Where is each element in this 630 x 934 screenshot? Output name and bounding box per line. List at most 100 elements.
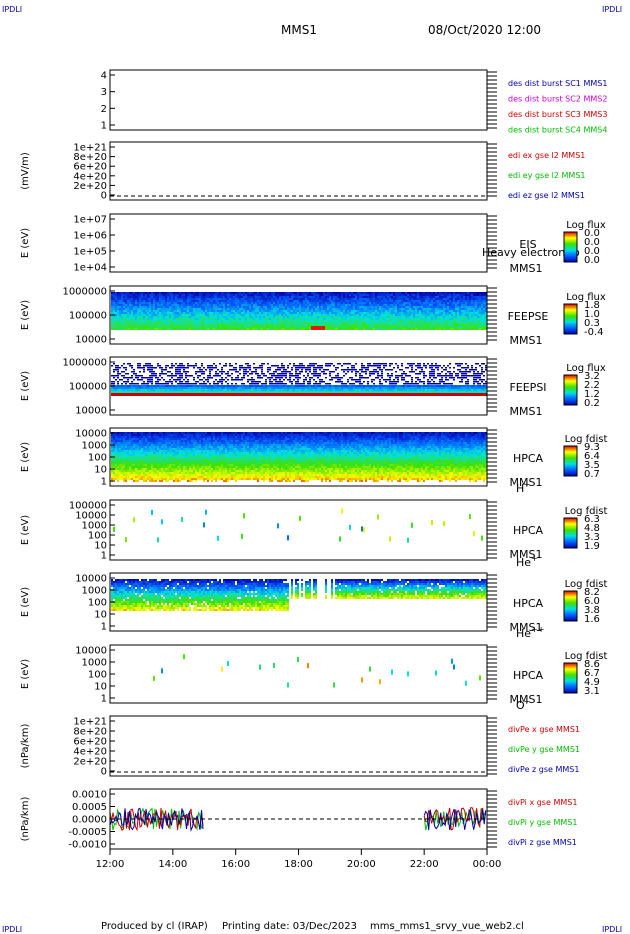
spectrogram-cell (321, 314, 323, 316)
spectrogram-cell (221, 308, 223, 310)
spectrogram-cell (301, 365, 303, 367)
spectrogram-cell (281, 373, 283, 375)
spectrogram-cell (343, 363, 345, 365)
spectrogram-cell (247, 318, 249, 320)
spectrogram-cell (313, 375, 315, 377)
spectrogram-cell (247, 393, 249, 396)
spectrogram-cell (471, 312, 473, 314)
spectrogram-cell (331, 296, 333, 298)
spectrogram-cell (129, 383, 131, 385)
spectrogram-cell (113, 296, 115, 298)
spectrogram-cell (113, 302, 115, 304)
spectrogram-cell (473, 308, 475, 310)
spectrogram-cell (309, 324, 311, 326)
spectrogram-cell (229, 314, 231, 316)
spectrogram-cell (445, 306, 447, 308)
spectrogram-cell (243, 326, 245, 328)
spectrogram-cell (465, 302, 467, 304)
spectrogram-cell (265, 324, 267, 326)
spectrogram-cell (113, 318, 115, 320)
spectrogram-cell (439, 300, 441, 302)
spectrogram-cell (231, 320, 233, 322)
spectrogram-cell (237, 393, 239, 396)
spectrogram-cell (275, 369, 277, 371)
spectrogram-cell (429, 292, 431, 294)
spectrogram-cell (311, 363, 313, 365)
spectrogram-cell (351, 312, 353, 314)
spectrogram-cell (149, 306, 151, 308)
spectrogram-cell (271, 365, 273, 367)
spectrogram-cell (261, 304, 263, 306)
spectrogram-cell (177, 302, 179, 304)
spectrogram-cell (455, 316, 457, 318)
spectrogram-cell (265, 326, 267, 328)
spectrogram-cell (221, 385, 223, 387)
spectrogram-cell (343, 292, 345, 294)
spectrogram-cell (201, 328, 203, 330)
spectrogram-cell (117, 391, 119, 393)
spectrogram-cell (149, 324, 151, 326)
spectrogram-cell (313, 324, 315, 326)
spectrogram-cell (137, 294, 139, 296)
spectrogram-cell (423, 312, 425, 314)
spectrogram-cell (277, 310, 279, 312)
spectrogram-cell (235, 304, 237, 306)
spectrogram-cell (401, 324, 403, 326)
spectrogram-cell (271, 304, 273, 306)
spectrogram-cell (177, 314, 179, 316)
spectrogram-cell (291, 389, 293, 391)
spectrogram-cell (203, 328, 205, 330)
spectrogram-cell (225, 300, 227, 302)
spectrogram-cell (389, 292, 391, 294)
spectrogram-cell (213, 304, 215, 306)
spectrogram-cell (151, 294, 153, 296)
spectrogram-cell (141, 379, 143, 381)
spectrogram-cell (161, 326, 163, 328)
spectrogram-cell (143, 367, 145, 369)
spectrogram-cell (245, 391, 247, 393)
spectrogram-cell (233, 318, 235, 320)
spectrogram-cell (295, 294, 297, 296)
spectrogram-cell (325, 322, 327, 324)
spectrogram-cell (163, 312, 165, 314)
spectrogram-cell (147, 383, 149, 385)
spectrogram-cell (221, 393, 223, 396)
spectrogram-cell (127, 312, 129, 314)
spectrogram-cell (121, 393, 123, 396)
spectrogram-cell (371, 312, 373, 314)
spectrogram-cell (143, 391, 145, 393)
spectrogram-cell (189, 383, 191, 385)
spectrogram-cell (145, 292, 147, 294)
spectrogram-cell (247, 375, 249, 377)
spectrogram-cell (141, 300, 143, 302)
spectrogram-cell (153, 385, 155, 387)
spectrogram-cell (329, 328, 331, 330)
spectrogram-cell (399, 326, 401, 328)
spectrogram-cell (239, 316, 241, 318)
spectrogram-cell (387, 326, 389, 328)
spectrogram-cell (231, 393, 233, 396)
spectrogram-cell (339, 304, 341, 306)
spectrogram-cell (297, 294, 299, 296)
spectrogram-cell (319, 298, 321, 300)
spectrogram-cell (167, 320, 169, 322)
spectrogram-cell (477, 298, 479, 300)
spectrogram-cell (403, 300, 405, 302)
spectrogram-cell (265, 383, 267, 385)
spectrogram-cell (309, 387, 311, 389)
spectrogram-cell (301, 308, 303, 310)
spectrogram-cell (363, 308, 365, 310)
spectrogram-cell (163, 298, 165, 300)
spectrogram-cell (403, 324, 405, 326)
spectrogram-cell (287, 322, 289, 324)
spectrogram-cell (309, 379, 311, 381)
spectrogram-cell (421, 312, 423, 314)
spectrogram-cell (315, 294, 317, 296)
spectrogram-cell (295, 292, 297, 294)
spectrogram-cell (215, 373, 217, 375)
spectrogram-cell (279, 306, 281, 308)
spectrogram-cell (387, 316, 389, 318)
spectrogram-cell (407, 314, 409, 316)
spectrogram-cell (203, 318, 205, 320)
spectrogram-cell (117, 326, 119, 328)
